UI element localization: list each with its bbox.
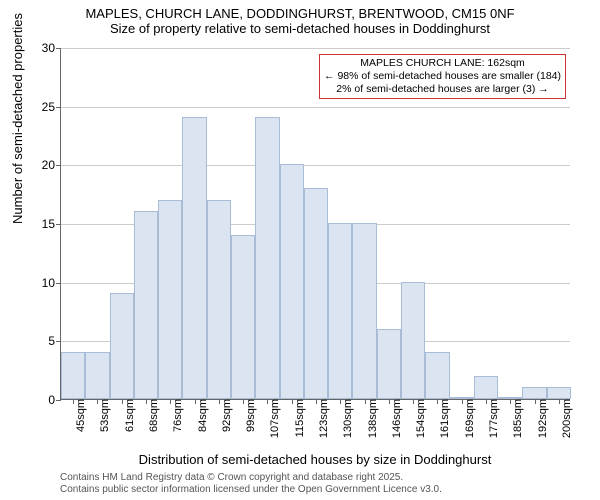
histogram-bar bbox=[352, 223, 376, 399]
xtick-label: 192sqm bbox=[535, 399, 549, 438]
histogram-bar bbox=[255, 117, 279, 399]
xtick-label: 76sqm bbox=[170, 399, 184, 432]
annotation-box: MAPLES CHURCH LANE: 162sqm← 98% of semi-… bbox=[319, 54, 566, 99]
xtick-label: 53sqm bbox=[97, 399, 111, 432]
ytick-label: 15 bbox=[31, 217, 61, 231]
histogram-bar bbox=[61, 352, 85, 399]
y-axis-label: Number of semi-detached properties bbox=[10, 13, 25, 224]
xtick-label: 123sqm bbox=[316, 399, 330, 438]
xtick-label: 130sqm bbox=[340, 399, 354, 438]
plot-region: 05101520253045sqm53sqm61sqm68sqm76sqm84s… bbox=[60, 48, 570, 400]
xtick-label: 161sqm bbox=[437, 399, 451, 438]
xtick-label: 169sqm bbox=[462, 399, 476, 438]
chart-subtitle: Size of property relative to semi-detach… bbox=[0, 21, 600, 40]
histogram-bar bbox=[425, 352, 449, 399]
gridline bbox=[61, 107, 570, 108]
histogram-bar bbox=[401, 282, 425, 399]
histogram-bar bbox=[474, 376, 498, 399]
footnote-line1: Contains HM Land Registry data © Crown c… bbox=[60, 472, 442, 484]
histogram-bar bbox=[231, 235, 255, 399]
xtick-label: 107sqm bbox=[267, 399, 281, 438]
xtick-label: 177sqm bbox=[486, 399, 500, 438]
xtick-label: 115sqm bbox=[292, 399, 306, 437]
ytick-label: 25 bbox=[31, 100, 61, 114]
histogram-bar bbox=[547, 387, 571, 399]
histogram-bar bbox=[280, 164, 304, 399]
x-axis-label: Distribution of semi-detached houses by … bbox=[60, 452, 570, 467]
ytick-label: 0 bbox=[31, 393, 61, 407]
xtick-label: 84sqm bbox=[195, 399, 209, 432]
gridline bbox=[61, 165, 570, 166]
gridline bbox=[61, 48, 570, 49]
xtick-label: 92sqm bbox=[219, 399, 233, 432]
histogram-bar bbox=[304, 188, 328, 399]
annotation-line1: MAPLES CHURCH LANE: 162sqm bbox=[324, 57, 561, 70]
footnote-line2: Contains public sector information licen… bbox=[60, 484, 442, 496]
xtick-label: 185sqm bbox=[510, 399, 524, 438]
histogram-bar bbox=[328, 223, 352, 399]
histogram-bar bbox=[85, 352, 109, 399]
xtick-label: 138sqm bbox=[365, 399, 379, 438]
xtick-label: 200sqm bbox=[559, 399, 573, 438]
histogram-bar bbox=[377, 329, 401, 399]
histogram-bar bbox=[158, 200, 182, 399]
histogram-bar bbox=[110, 293, 134, 399]
ytick-label: 10 bbox=[31, 276, 61, 290]
ytick-label: 30 bbox=[31, 41, 61, 55]
xtick-label: 45sqm bbox=[73, 399, 87, 432]
ytick-label: 5 bbox=[31, 334, 61, 348]
histogram-bar bbox=[207, 200, 231, 399]
xtick-label: 154sqm bbox=[413, 399, 427, 438]
chart-title: MAPLES, CHURCH LANE, DODDINGHURST, BRENT… bbox=[0, 0, 600, 21]
histogram-bar bbox=[134, 211, 158, 399]
ytick-label: 20 bbox=[31, 158, 61, 172]
histogram-bar bbox=[522, 387, 546, 399]
xtick-label: 68sqm bbox=[146, 399, 160, 432]
footnote: Contains HM Land Registry data © Crown c… bbox=[60, 472, 442, 496]
annotation-line2: ← 98% of semi-detached houses are smalle… bbox=[324, 70, 561, 83]
annotation-line3: 2% of semi-detached houses are larger (3… bbox=[324, 83, 561, 96]
histogram-bar bbox=[182, 117, 206, 399]
xtick-label: 61sqm bbox=[122, 399, 136, 432]
xtick-label: 146sqm bbox=[389, 399, 403, 438]
xtick-label: 99sqm bbox=[243, 399, 257, 432]
chart-area: 05101520253045sqm53sqm61sqm68sqm76sqm84s… bbox=[60, 48, 570, 400]
